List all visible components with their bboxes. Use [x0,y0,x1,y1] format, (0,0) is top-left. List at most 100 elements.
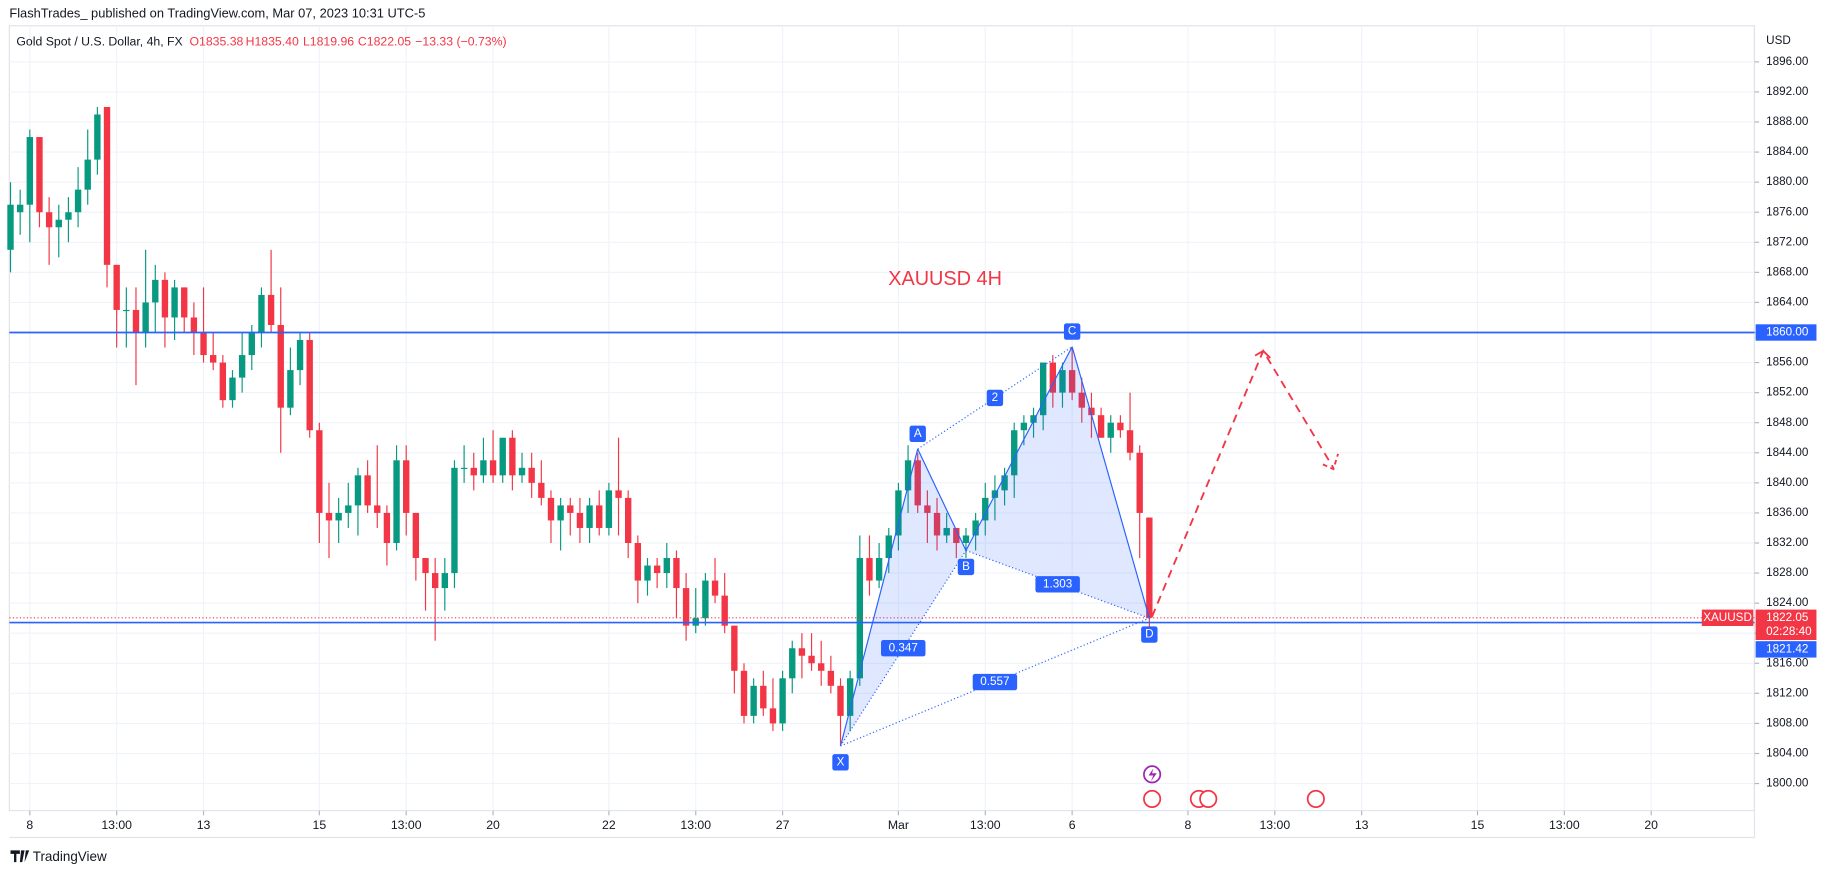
candle-body [103,106,111,265]
candle-body [306,340,313,431]
point-label: C [1068,325,1076,338]
pattern-fill [840,449,966,746]
candle-body [1117,422,1124,431]
y-tick-label: 1828.00 [1766,566,1809,579]
candle-body [576,512,584,528]
candle-body [74,189,82,213]
candle-body [161,279,169,318]
pattern-leg [1071,346,1150,619]
x-tick-label: 13:00 [1549,818,1580,832]
x-tick-label: 13:00 [970,818,1001,832]
event-icon[interactable] [1199,789,1218,808]
candle-body [431,573,439,589]
x-tick-label: 13 [197,818,211,832]
event-icon[interactable] [1306,789,1325,808]
brand-logo [10,850,30,863]
event-icon-bolt [1148,768,1157,782]
y-tick-label: 1840.00 [1766,476,1809,489]
candle-body [499,437,506,476]
candle-body [1011,430,1018,476]
candle-body [1039,362,1047,416]
attribution: FlashTrades_ published on TradingView.co… [9,5,425,20]
candle-body [412,512,420,559]
y-tick-label: 1804.00 [1766,747,1809,760]
close-value: C1822.05 [358,34,411,48]
event-icon[interactable] [1143,789,1162,808]
price-line-tag [1755,641,1817,658]
y-tick-label: 1872.00 [1766,235,1809,248]
candle-body [258,294,265,333]
x-tick-label: 13:00 [391,818,422,832]
candle-body [45,212,53,228]
candle-body [740,670,748,716]
projection-arrowhead [1322,453,1339,471]
candle-body [702,580,709,619]
candle-body [682,588,690,626]
candle-body [818,663,825,671]
candle-body [856,558,863,679]
candle-body [760,685,767,709]
candle-body [1030,415,1037,423]
candle-body [624,497,632,543]
y-tick-label: 1852.00 [1766,386,1809,399]
y-tick-label: 1880.00 [1766,175,1809,188]
candle-body [509,437,516,476]
candle-body [653,565,661,574]
point-box [957,558,975,576]
ratio-label: 2 [992,391,999,404]
candle-body [480,460,487,476]
candle-body [528,467,535,483]
candle-body [354,475,362,506]
y-tick-label: 1844.00 [1766,446,1809,459]
candle-body [875,558,883,581]
countdown-label: 02:28:40 [1766,625,1812,638]
candle-body [393,460,400,543]
candle-body [721,595,728,626]
candle-body [789,648,796,679]
candle-body [644,565,651,581]
candle-body [26,137,34,205]
candle-body [142,302,149,333]
price-line-label: 1860.00 [1766,326,1809,339]
candle-body [634,542,642,581]
x-tick-label: 15 [313,818,327,832]
candle-body [866,558,873,581]
candle-body [895,490,902,536]
ratio-box [1035,576,1080,593]
pattern-leg [965,346,1073,551]
candle-body [943,527,950,536]
candle-body [808,655,815,664]
candle-body [924,505,931,513]
candle-body [953,527,960,543]
candle-body [374,505,381,513]
y-tick-label: 1832.00 [1766,536,1809,549]
candle-body [904,460,912,491]
ratio-box [986,389,1004,407]
candle-body [36,137,43,213]
candle-body [1068,370,1076,393]
candle-body [731,625,738,671]
point-label: B [962,560,970,573]
candle-body [7,204,14,250]
x-tick-label: 27 [776,818,790,832]
ratio-label: 0.557 [980,675,1009,688]
candle-body [403,460,410,513]
candle-body [1146,517,1153,618]
ratio-label: 0.347 [889,641,918,654]
annotation: XAUUSD 4H [888,268,1002,290]
overlay: 0.347 2 1.303 0.557 X A B C D [9,323,1755,771]
candle-body [557,505,564,521]
candle-body [489,460,497,476]
y-tick-label: 1824.00 [1766,596,1809,609]
candle-body [325,512,333,521]
point-box [909,425,926,443]
candle-body [846,678,854,716]
marks [7,106,1153,746]
price-line-label: 1821.42 [1766,642,1808,655]
y-tick-label: 1884.00 [1766,145,1809,158]
symbol-tag-label: XAUUSD [1703,611,1752,624]
y-tick-label: 1808.00 [1766,717,1809,730]
candle-body [277,324,284,408]
candle-body [296,340,304,371]
x-tick-label: 15 [1471,818,1485,832]
